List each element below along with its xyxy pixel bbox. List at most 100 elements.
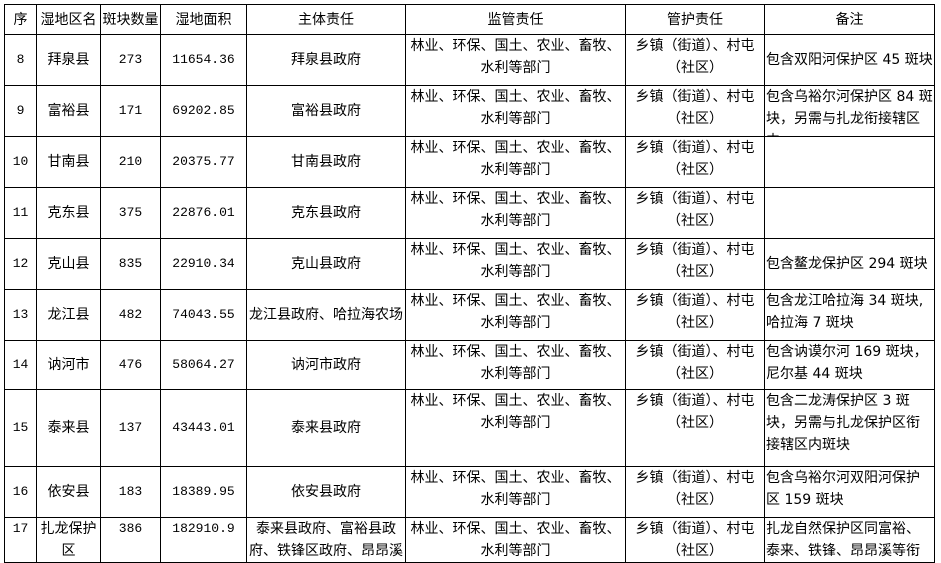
cell-text: 17 (12, 521, 29, 536)
cell-text: 210 (118, 154, 143, 169)
header-cell: 管护责任 (625, 4, 765, 35)
cell-main: 泰来县政府 (246, 389, 406, 467)
cell-note: 包含鳌龙保护区 294 斑块 (764, 238, 935, 290)
cell-manage: 乡镇（街道）、村屯（社区） (625, 340, 765, 390)
cell-text: 171 (118, 103, 143, 118)
cell-main: 富裕县政府 (246, 85, 406, 137)
cell-text: 11 (12, 205, 29, 220)
cell-main: 甘南县政府 (246, 136, 406, 188)
cell-text: 482 (118, 307, 143, 322)
cell-text: 拜泉县政府 (291, 52, 361, 68)
cell-name: 依安县 (36, 466, 101, 518)
cell-text: 泰来县 (47, 420, 90, 436)
cell-text: 讷河市 (47, 357, 90, 373)
cell-text: 龙江县政府、哈拉海农场 (249, 307, 403, 323)
table-row: 9 富裕县 171 69202.85 富裕县政府 林业、环保、国土、农业、畜牧、水利等部门… (4, 85, 935, 137)
cell-text: 林业、环保、国土、农业、畜牧、水利等部门 (410, 242, 621, 280)
cell-text: 12 (12, 256, 29, 271)
cell-note: 包含乌裕尔河保护区 84 斑块，另需与扎龙衔接辖区内 (764, 85, 935, 137)
cell-text: 包含鳌龙保护区 294 斑块 (766, 256, 928, 272)
cell-no: 12 (4, 238, 37, 290)
cell-text: 林业、环保、国土、农业、畜牧、水利等部门 (410, 470, 621, 508)
cell-name: 讷河市 (36, 340, 101, 390)
header-cell: 监管责任 (405, 4, 626, 35)
cell-text: 乡镇（街道）、村屯（社区） (635, 293, 755, 331)
cell-area: 43443.01 (160, 389, 247, 467)
cell-name: 甘南县 (36, 136, 101, 188)
cell-text: 8 (16, 52, 25, 67)
cell-text: 375 (118, 205, 143, 220)
cell-main: 泰来县政府、富裕县政府、铁锋区政府、昂昂溪区政 (246, 517, 406, 563)
header-cell: 备注 (764, 4, 935, 35)
cell-text: 乡镇（街道）、村屯（社区） (635, 344, 755, 382)
cell-count: 210 (100, 136, 161, 188)
cell-text: 137 (118, 420, 143, 435)
cell-note: 包含二龙涛保护区 3 斑块，另需与扎龙保护区衔接辖区内斑块 (764, 389, 935, 467)
cell-text: 泰来县政府 (291, 420, 361, 436)
table-row: 17 扎龙保护区 386 182910.9 泰来县政府、富裕县政府、铁锋区政府、昂昂溪区… (4, 517, 935, 563)
cell-text: 包含龙江哈拉海 34 斑块,哈拉海 7 斑块 (766, 293, 924, 331)
cell-area: 182910.9 (160, 517, 247, 563)
cell-text: 克东县 (47, 205, 90, 221)
cell-manage: 乡镇（街道）、村屯（社区） (625, 389, 765, 467)
cell-supervise: 林业、环保、国土、农业、畜牧、水利等部门 (405, 466, 626, 518)
cell-text: 15 (12, 420, 29, 435)
cell-manage: 乡镇（街道）、村屯（社区） (625, 85, 765, 137)
cell-no: 8 (4, 34, 37, 86)
cell-area: 22876.01 (160, 187, 247, 239)
table-row: 10 甘南县 210 20375.77 甘南县政府 林业、环保、国土、农业、畜牧、水利等部… (4, 136, 935, 188)
cell-text: 龙江县 (47, 307, 90, 323)
cell-text: 22876.01 (172, 205, 235, 220)
cell-name: 龙江县 (36, 289, 101, 341)
cell-note: 扎龙自然保护区同富裕、泰来、铁锋、昂昂溪等衔接确 (764, 517, 935, 563)
cell-name: 富裕县 (36, 85, 101, 137)
cell-count: 273 (100, 34, 161, 86)
cell-count: 482 (100, 289, 161, 341)
cell-text: 林业、环保、国土、农业、畜牧、水利等部门 (410, 140, 621, 178)
cell-text: 林业、环保、国土、农业、畜牧、水利等部门 (410, 38, 621, 76)
cell-text: 乡镇（街道）、村屯（社区） (635, 242, 755, 280)
cell-no: 11 (4, 187, 37, 239)
cell-text: 18389.95 (172, 484, 235, 499)
cell-count: 183 (100, 466, 161, 518)
table-row: 12 克山县 835 22910.34 克山县政府 林业、环保、国土、农业、畜牧、水利等部… (4, 238, 935, 290)
cell-no: 13 (4, 289, 37, 341)
cell-text: 林业、环保、国土、农业、畜牧、水利等部门 (410, 191, 621, 229)
cell-text: 乡镇（街道）、村屯（社区） (635, 521, 755, 559)
cell-name: 拜泉县 (36, 34, 101, 86)
cell-text: 11654.36 (172, 52, 235, 67)
cell-text: 包含乌裕尔河保护区 84 斑块，另需与扎龙衔接辖区内 (766, 89, 933, 136)
table-row: 11 克东县 375 22876.01 克东县政府 林业、环保、国土、农业、畜牧、水利等部… (4, 187, 935, 239)
table-row: 16 依安县 183 18389.95 依安县政府 林业、环保、国土、农业、畜牧、水利等部… (4, 466, 935, 518)
cell-manage: 乡镇（街道）、村屯（社区） (625, 466, 765, 518)
cell-text: 依安县政府 (291, 484, 361, 500)
cell-text: 43443.01 (172, 420, 235, 435)
cell-main: 龙江县政府、哈拉海农场 (246, 289, 406, 341)
cell-text: 乡镇（街道）、村屯（社区） (635, 89, 755, 127)
cell-text: 泰来县政府、富裕县政府、铁锋区政府、昂昂溪区政 (249, 521, 403, 559)
cell-supervise: 林业、环保、国土、农业、畜牧、水利等部门 (405, 289, 626, 341)
cell-text: 林业、环保、国土、农业、畜牧、水利等部门 (410, 344, 621, 382)
table-row: 14 讷河市 476 58064.27 讷河市政府 林业、环保、国土、农业、畜牧、水利等部… (4, 340, 935, 390)
cell-note: 包含讷谟尔河 169 斑块，尼尔基 44 斑块 (764, 340, 935, 390)
wetland-responsibility-table: 序 湿地区名 斑块数量 湿地面积 主体责任 监管责任 管护责任 备注 8 拜泉县 2… (4, 4, 935, 563)
cell-text: 讷河市政府 (291, 357, 361, 373)
header-cell: 序 (4, 4, 37, 35)
cell-area: 22910.34 (160, 238, 247, 290)
cell-text: 林业、环保、国土、农业、畜牧、水利等部门 (410, 89, 621, 127)
cell-manage: 乡镇（街道）、村屯（社区） (625, 517, 765, 563)
cell-manage: 乡镇（街道）、村屯（社区） (625, 289, 765, 341)
cell-manage: 乡镇（街道）、村屯（社区） (625, 187, 765, 239)
cell-text: 16 (12, 484, 29, 499)
cell-text: 克东县政府 (291, 205, 361, 221)
cell-text: 甘南县政府 (291, 154, 361, 170)
cell-count: 137 (100, 389, 161, 467)
cell-supervise: 林业、环保、国土、农业、畜牧、水利等部门 (405, 517, 626, 563)
cell-supervise: 林业、环保、国土、农业、畜牧、水利等部门 (405, 34, 626, 86)
cell-main: 克山县政府 (246, 238, 406, 290)
cell-text: 58064.27 (172, 357, 235, 372)
cell-main: 讷河市政府 (246, 340, 406, 390)
cell-supervise: 林业、环保、国土、农业、畜牧、水利等部门 (405, 238, 626, 290)
cell-text: 扎龙自然保护区同富裕、泰来、铁锋、昂昂溪等衔接确 (766, 521, 920, 559)
cell-no: 16 (4, 466, 37, 518)
